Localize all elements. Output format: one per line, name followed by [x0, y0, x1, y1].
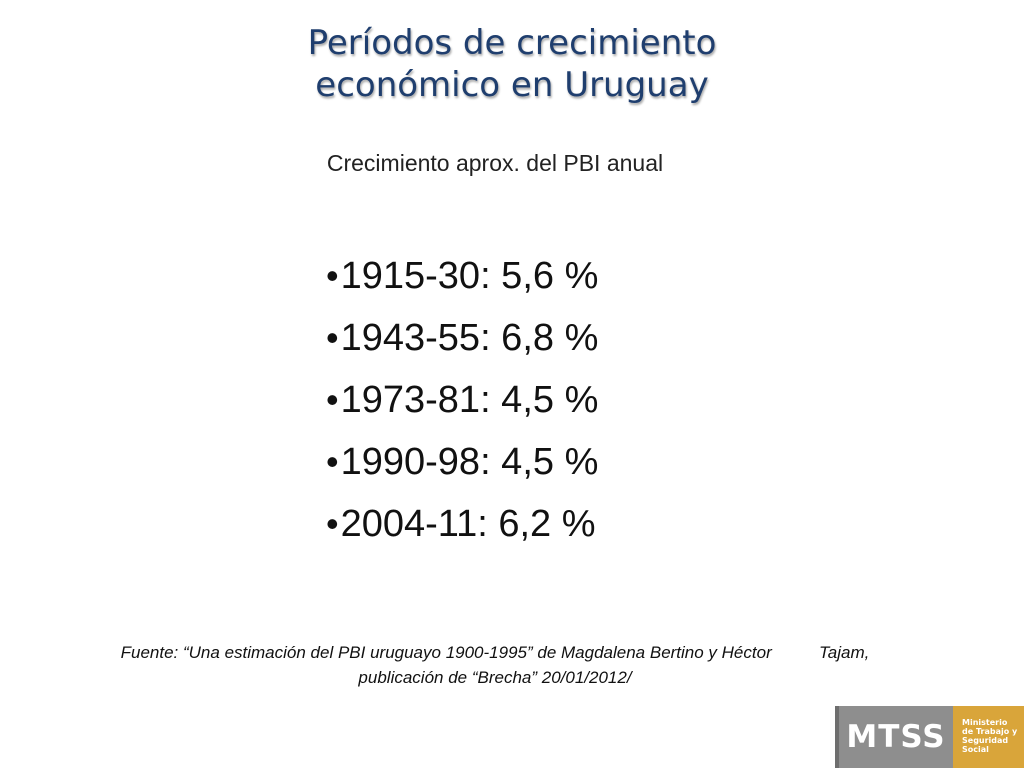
bullet-text: 2004-11: 6,2 % [340, 503, 596, 545]
slide-title: Períodos de crecimiento económico en Uru… [0, 22, 1024, 106]
list-item: •1990-98: 4,5 % [326, 431, 598, 493]
bullet-text: 1943-55: 6,8 % [340, 317, 599, 359]
bullet-text: 1973-81: 4,5 % [340, 379, 599, 421]
list-item: •1943-55: 6,8 % [326, 307, 598, 369]
source-note: Fuente: “Una estimación del PBI uruguayo… [0, 640, 990, 690]
bullet-icon: • [326, 441, 339, 482]
list-item: •1973-81: 4,5 % [326, 369, 598, 431]
list-item: •1915-30: 5,6 % [326, 245, 598, 307]
logo-text: Ministerio de Trabajo y Seguridad Social [953, 706, 1024, 768]
bullet-icon: • [326, 379, 339, 420]
bullet-text: 1990-98: 4,5 % [340, 441, 599, 483]
bullet-icon: • [326, 503, 339, 544]
growth-periods-list: •1915-30: 5,6 % •1943-55: 6,8 % •1973-81… [326, 245, 598, 555]
logo-text-line: Social [962, 745, 989, 754]
source-line-2: publicación de “Brecha” 20/01/2012/ [358, 668, 632, 687]
logo-mark: MTSS [835, 706, 953, 768]
source-line-1: Fuente: “Una estimación del PBI uruguayo… [120, 643, 870, 662]
list-item: •2004-11: 6,2 % [326, 493, 598, 555]
title-line-2: económico en Uruguay [315, 65, 709, 105]
logo-text-line: Ministerio [962, 718, 1008, 727]
slide-subtitle: Crecimiento aprox. del PBI anual [326, 150, 664, 176]
logo-text-line: Seguridad [962, 736, 1009, 745]
bullet-icon: • [326, 317, 339, 358]
bullet-text: 1915-30: 5,6 % [340, 255, 599, 297]
title-line-1: Períodos de crecimiento [307, 23, 717, 63]
logo-text-line: de Trabajo y [962, 727, 1018, 736]
mtss-logo: MTSS Ministerio de Trabajo y Seguridad S… [835, 706, 1024, 768]
bullet-icon: • [326, 255, 339, 296]
